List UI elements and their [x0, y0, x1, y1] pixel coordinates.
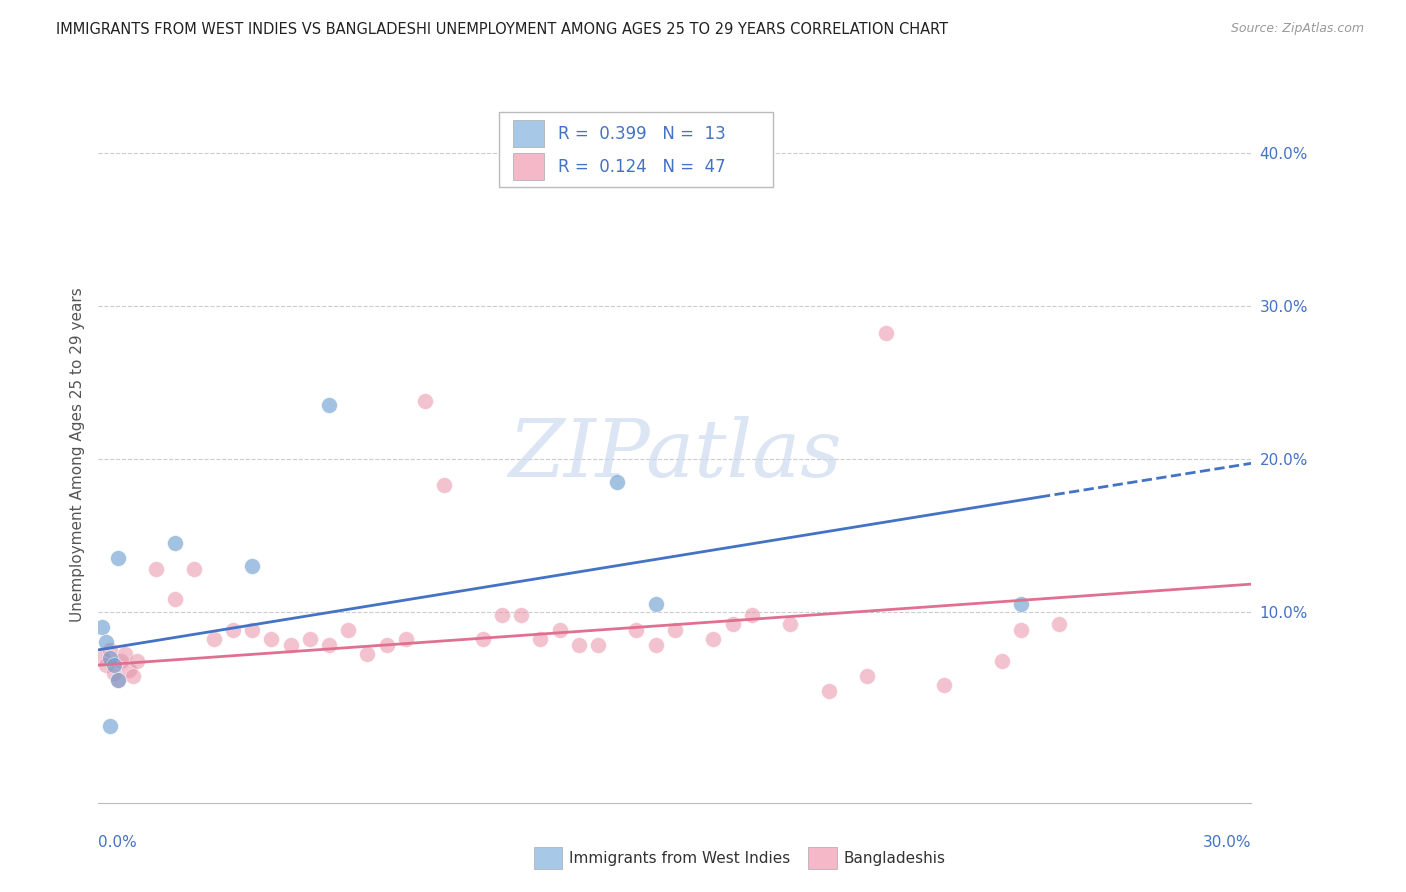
Point	[433, 477, 456, 491]
Point	[260, 632, 283, 647]
Point	[721, 616, 744, 631]
Point	[548, 623, 571, 637]
Point	[240, 623, 263, 637]
Point	[91, 620, 114, 634]
Point	[741, 607, 763, 622]
Point	[118, 663, 141, 677]
Point	[298, 632, 321, 647]
Point	[644, 638, 666, 652]
Text: R =  0.399   N =  13: R = 0.399 N = 13	[558, 125, 725, 143]
Point	[491, 607, 513, 622]
Point	[103, 665, 125, 680]
Point	[280, 638, 302, 652]
Point	[356, 648, 378, 662]
Point	[1010, 597, 1032, 611]
Y-axis label: Unemployment Among Ages 25 to 29 years: Unemployment Among Ages 25 to 29 years	[69, 287, 84, 623]
Text: Source: ZipAtlas.com: Source: ZipAtlas.com	[1230, 22, 1364, 36]
Point	[375, 638, 398, 652]
Point	[568, 638, 591, 652]
Point	[222, 623, 245, 637]
Point	[107, 673, 129, 688]
Point	[94, 635, 117, 649]
Text: 0.0%: 0.0%	[98, 836, 138, 850]
Point	[240, 558, 263, 573]
Point	[98, 650, 121, 665]
Point	[318, 398, 340, 412]
Point	[510, 607, 533, 622]
Text: R =  0.124   N =  47: R = 0.124 N = 47	[558, 158, 725, 176]
Point	[125, 654, 148, 668]
Point	[702, 632, 724, 647]
Text: IMMIGRANTS FROM WEST INDIES VS BANGLADESHI UNEMPLOYMENT AMONG AGES 25 TO 29 YEAR: IMMIGRANTS FROM WEST INDIES VS BANGLADES…	[56, 22, 949, 37]
Point	[990, 654, 1012, 668]
Point	[98, 643, 121, 657]
Text: 30.0%: 30.0%	[1204, 836, 1251, 850]
Point	[1047, 616, 1070, 631]
Point	[318, 638, 340, 652]
Point	[856, 669, 879, 683]
Point	[664, 623, 686, 637]
Point	[1010, 623, 1032, 637]
Point	[91, 650, 114, 665]
Point	[337, 623, 360, 637]
Point	[395, 632, 418, 647]
Point	[165, 592, 187, 607]
Point	[114, 648, 136, 662]
Point	[471, 632, 494, 647]
Point	[817, 684, 839, 698]
Point	[779, 616, 801, 631]
Point	[103, 658, 125, 673]
Text: ZIPatlas: ZIPatlas	[508, 417, 842, 493]
Point	[122, 669, 145, 683]
Point	[107, 551, 129, 566]
Point	[606, 475, 628, 489]
Point	[529, 632, 551, 647]
Point	[586, 638, 609, 652]
Point	[94, 658, 117, 673]
Point	[202, 632, 225, 647]
Point	[165, 536, 187, 550]
Point	[107, 673, 129, 688]
Point	[932, 678, 955, 692]
Point	[875, 326, 897, 341]
Point	[183, 562, 205, 576]
Point	[98, 719, 121, 733]
Text: Immigrants from West Indies: Immigrants from West Indies	[569, 851, 790, 865]
Point	[145, 562, 167, 576]
Point	[413, 393, 436, 408]
Point	[110, 654, 132, 668]
Point	[626, 623, 648, 637]
Point	[644, 597, 666, 611]
Text: Bangladeshis: Bangladeshis	[844, 851, 946, 865]
